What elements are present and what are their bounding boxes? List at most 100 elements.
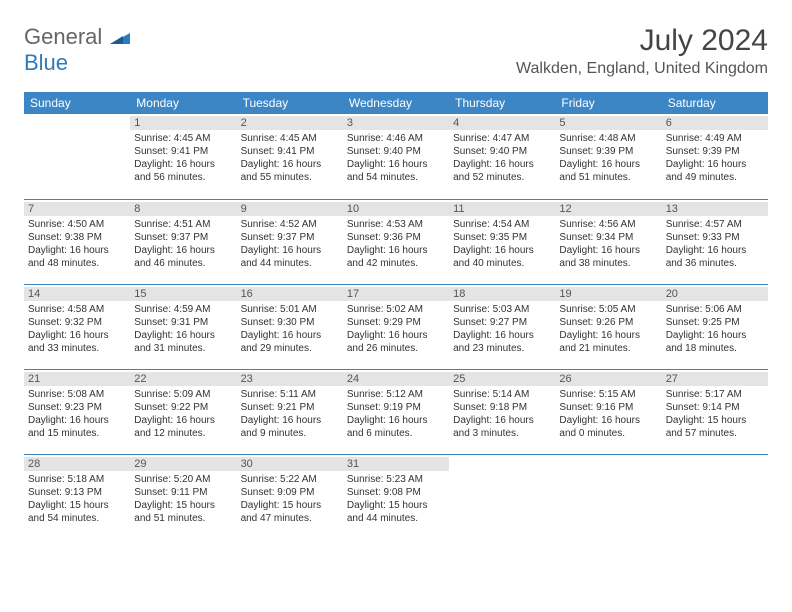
calendar-cell: 24Sunrise: 5:12 AMSunset: 9:19 PMDayligh… <box>343 369 449 454</box>
sunrise-line: Sunrise: 5:17 AM <box>666 388 764 401</box>
sunset-line: Sunset: 9:35 PM <box>453 231 551 244</box>
daylight-line: Daylight: 15 hours and 54 minutes. <box>28 499 126 525</box>
daylight-line: Daylight: 16 hours and 51 minutes. <box>559 158 657 184</box>
day-number: 21 <box>24 372 130 386</box>
sunrise-line: Sunrise: 4:47 AM <box>453 132 551 145</box>
calendar-cell: 1Sunrise: 4:45 AMSunset: 9:41 PMDaylight… <box>130 114 236 199</box>
sunrise-line: Sunrise: 5:02 AM <box>347 303 445 316</box>
calendar-cell: 25Sunrise: 5:14 AMSunset: 9:18 PMDayligh… <box>449 369 555 454</box>
calendar-week: 7Sunrise: 4:50 AMSunset: 9:38 PMDaylight… <box>24 199 768 284</box>
day-number: 8 <box>130 202 236 216</box>
daylight-line: Daylight: 16 hours and 36 minutes. <box>666 244 764 270</box>
calendar-cell: 2Sunrise: 4:45 AMSunset: 9:41 PMDaylight… <box>237 114 343 199</box>
daylight-line: Daylight: 16 hours and 26 minutes. <box>347 329 445 355</box>
calendar-cell: 19Sunrise: 5:05 AMSunset: 9:26 PMDayligh… <box>555 284 661 369</box>
daylight-line: Daylight: 16 hours and 44 minutes. <box>241 244 339 270</box>
day-number: 30 <box>237 457 343 471</box>
daylight-line: Daylight: 16 hours and 3 minutes. <box>453 414 551 440</box>
calendar-cell: 8Sunrise: 4:51 AMSunset: 9:37 PMDaylight… <box>130 199 236 284</box>
calendar-cell: 12Sunrise: 4:56 AMSunset: 9:34 PMDayligh… <box>555 199 661 284</box>
daylight-line: Daylight: 16 hours and 55 minutes. <box>241 158 339 184</box>
weekday-header: Monday <box>130 92 236 114</box>
weekday-header: Wednesday <box>343 92 449 114</box>
calendar-cell: 28Sunrise: 5:18 AMSunset: 9:13 PMDayligh… <box>24 454 130 539</box>
day-number: 17 <box>343 287 449 301</box>
daylight-line: Daylight: 16 hours and 48 minutes. <box>28 244 126 270</box>
daylight-line: Daylight: 16 hours and 18 minutes. <box>666 329 764 355</box>
day-number: 15 <box>130 287 236 301</box>
title-block: July 2024 Walkden, England, United Kingd… <box>516 24 768 78</box>
sunrise-line: Sunrise: 4:53 AM <box>347 218 445 231</box>
day-number: 20 <box>662 287 768 301</box>
daylight-line: Daylight: 15 hours and 44 minutes. <box>347 499 445 525</box>
daylight-line: Daylight: 16 hours and 49 minutes. <box>666 158 764 184</box>
day-number: 27 <box>662 372 768 386</box>
sunrise-line: Sunrise: 4:56 AM <box>559 218 657 231</box>
day-number: 5 <box>555 116 661 130</box>
calendar-cell: 5 Sunrise: 4:48 AMSunset: 9:39 PMDaylight… <box>555 114 661 199</box>
calendar-cell: 23Sunrise: 5:11 AMSunset: 9:21 PMDayligh… <box>237 369 343 454</box>
day-number: 2 <box>237 116 343 130</box>
sunrise-line: Sunrise: 5:14 AM <box>453 388 551 401</box>
sunset-line: Sunset: 9:36 PM <box>347 231 445 244</box>
sunset-line: Sunset: 9:40 PM <box>347 145 445 158</box>
day-number: 14 <box>24 287 130 301</box>
calendar-cell: 13Sunrise: 4:57 AMSunset: 9:33 PMDayligh… <box>662 199 768 284</box>
daylight-line: Daylight: 16 hours and 52 minutes. <box>453 158 551 184</box>
calendar-cell <box>24 114 130 199</box>
weekday-header: Sunday <box>24 92 130 114</box>
daylight-line: Daylight: 16 hours and 23 minutes. <box>453 329 551 355</box>
calendar-head: SundayMondayTuesdayWednesdayThursdayFrid… <box>24 92 768 114</box>
sunrise-line: Sunrise: 5:18 AM <box>28 473 126 486</box>
sunset-line: Sunset: 9:09 PM <box>241 486 339 499</box>
sunset-line: Sunset: 9:11 PM <box>134 486 232 499</box>
calendar-cell: 22Sunrise: 5:09 AMSunset: 9:22 PMDayligh… <box>130 369 236 454</box>
sunrise-line: Sunrise: 5:11 AM <box>241 388 339 401</box>
sunset-line: Sunset: 9:22 PM <box>134 401 232 414</box>
sunset-line: Sunset: 9:39 PM <box>559 145 657 158</box>
day-number: 18 <box>449 287 555 301</box>
sunrise-line: Sunrise: 4:46 AM <box>347 132 445 145</box>
daylight-line: Daylight: 15 hours and 47 minutes. <box>241 499 339 525</box>
day-number: 6 <box>662 116 768 130</box>
calendar-cell: 11Sunrise: 4:54 AMSunset: 9:35 PMDayligh… <box>449 199 555 284</box>
weekday-header: Friday <box>555 92 661 114</box>
calendar-week: 28Sunrise: 5:18 AMSunset: 9:13 PMDayligh… <box>24 454 768 539</box>
calendar-cell: 21Sunrise: 5:08 AMSunset: 9:23 PMDayligh… <box>24 369 130 454</box>
sunset-line: Sunset: 9:16 PM <box>559 401 657 414</box>
daylight-line: Daylight: 16 hours and 9 minutes. <box>241 414 339 440</box>
day-number: 9 <box>237 202 343 216</box>
day-number: 29 <box>130 457 236 471</box>
sunset-line: Sunset: 9:08 PM <box>347 486 445 499</box>
sunrise-line: Sunrise: 4:50 AM <box>28 218 126 231</box>
sunrise-line: Sunrise: 5:23 AM <box>347 473 445 486</box>
sunset-line: Sunset: 9:37 PM <box>134 231 232 244</box>
daylight-line: Daylight: 16 hours and 21 minutes. <box>559 329 657 355</box>
day-number: 28 <box>24 457 130 471</box>
daylight-line: Daylight: 16 hours and 15 minutes. <box>28 414 126 440</box>
day-number: 3 <box>343 116 449 130</box>
sunset-line: Sunset: 9:31 PM <box>134 316 232 329</box>
daylight-line: Daylight: 15 hours and 57 minutes. <box>666 414 764 440</box>
calendar-cell: 9Sunrise: 4:52 AMSunset: 9:37 PMDaylight… <box>237 199 343 284</box>
calendar-week: 14Sunrise: 4:58 AMSunset: 9:32 PMDayligh… <box>24 284 768 369</box>
daylight-line: Daylight: 16 hours and 6 minutes. <box>347 414 445 440</box>
sunrise-line: Sunrise: 5:09 AM <box>134 388 232 401</box>
sunrise-line: Sunrise: 5:05 AM <box>559 303 657 316</box>
day-number: 11 <box>449 202 555 216</box>
daylight-line: Daylight: 16 hours and 56 minutes. <box>134 158 232 184</box>
sunset-line: Sunset: 9:39 PM <box>666 145 764 158</box>
sunrise-line: Sunrise: 4:51 AM <box>134 218 232 231</box>
day-number: 16 <box>237 287 343 301</box>
sunrise-line: Sunrise: 4:48 AM <box>559 132 657 145</box>
calendar-table: SundayMondayTuesdayWednesdayThursdayFrid… <box>24 92 768 539</box>
day-number: 7 <box>24 202 130 216</box>
daylight-line: Daylight: 16 hours and 12 minutes. <box>134 414 232 440</box>
calendar-cell: 16Sunrise: 5:01 AMSunset: 9:30 PMDayligh… <box>237 284 343 369</box>
weekday-header: Tuesday <box>237 92 343 114</box>
sunset-line: Sunset: 9:26 PM <box>559 316 657 329</box>
day-number: 13 <box>662 202 768 216</box>
sunrise-line: Sunrise: 5:22 AM <box>241 473 339 486</box>
daylight-line: Daylight: 16 hours and 54 minutes. <box>347 158 445 184</box>
daylight-line: Daylight: 16 hours and 29 minutes. <box>241 329 339 355</box>
